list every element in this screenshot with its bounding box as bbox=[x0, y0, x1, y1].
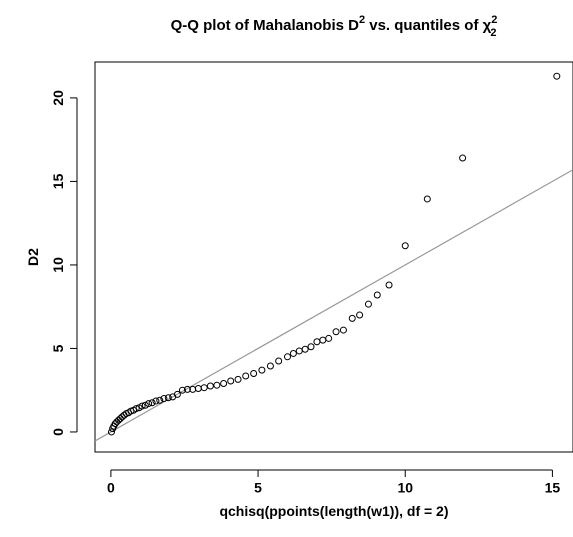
point bbox=[356, 311, 364, 319]
point bbox=[364, 300, 372, 308]
point bbox=[141, 401, 149, 409]
point bbox=[164, 394, 172, 402]
point bbox=[373, 291, 381, 299]
point bbox=[145, 400, 153, 408]
title-chi-sub: 2 bbox=[490, 27, 496, 39]
point bbox=[258, 366, 266, 374]
x-tick-label: 10 bbox=[397, 479, 413, 495]
point bbox=[132, 405, 140, 413]
y-tick-label: 10 bbox=[50, 257, 66, 273]
point bbox=[183, 385, 191, 393]
point bbox=[266, 362, 274, 370]
point bbox=[173, 390, 181, 398]
point bbox=[339, 326, 347, 334]
point bbox=[307, 343, 315, 351]
x-tick-label: 0 bbox=[107, 479, 115, 495]
point bbox=[332, 328, 340, 336]
point bbox=[295, 347, 303, 355]
point bbox=[213, 381, 221, 389]
point bbox=[148, 399, 156, 407]
point bbox=[138, 402, 146, 410]
point bbox=[301, 345, 309, 353]
point bbox=[313, 338, 321, 346]
y-axis-label: D2 bbox=[25, 248, 41, 266]
point bbox=[116, 415, 124, 423]
y-tick-label: 15 bbox=[50, 173, 66, 189]
point bbox=[319, 336, 327, 344]
x-axis-label: qchisq(ppoints(length(w1)), df = 2) bbox=[219, 503, 448, 519]
point bbox=[206, 382, 214, 390]
point bbox=[194, 385, 202, 393]
point bbox=[200, 384, 208, 392]
point bbox=[220, 380, 228, 388]
point bbox=[242, 372, 250, 380]
plot-area bbox=[95, 72, 573, 442]
plot-box bbox=[94, 61, 573, 453]
y-tick-label: 5 bbox=[50, 344, 66, 352]
title-mid: vs. quantiles of bbox=[365, 17, 483, 34]
point bbox=[348, 314, 356, 322]
point bbox=[107, 428, 115, 436]
point bbox=[152, 397, 160, 405]
y-tick-label: 0 bbox=[50, 428, 66, 436]
point bbox=[160, 395, 168, 403]
point bbox=[289, 349, 297, 357]
point bbox=[385, 281, 393, 289]
point bbox=[227, 377, 235, 385]
title-chi: χ bbox=[483, 17, 492, 34]
point bbox=[423, 195, 431, 203]
point bbox=[325, 334, 333, 342]
point bbox=[553, 72, 561, 80]
title-text: Q-Q plot of Mahalanobis D bbox=[171, 17, 359, 34]
chart-title: Q-Q plot of Mahalanobis D2 vs. quantiles… bbox=[171, 14, 498, 39]
point bbox=[113, 418, 121, 426]
x-tick-label: 5 bbox=[254, 479, 262, 495]
point bbox=[275, 357, 283, 365]
point bbox=[401, 242, 409, 250]
title-sup: 2 bbox=[359, 14, 365, 26]
x-tick-label: 15 bbox=[545, 479, 561, 495]
y-tick-label: 20 bbox=[50, 90, 66, 106]
point bbox=[250, 369, 258, 377]
point bbox=[156, 396, 164, 404]
point bbox=[459, 154, 467, 162]
point bbox=[283, 353, 291, 361]
title-chi-sup: 2 bbox=[491, 14, 497, 26]
point bbox=[234, 375, 242, 383]
point bbox=[118, 413, 126, 421]
point bbox=[178, 386, 186, 394]
